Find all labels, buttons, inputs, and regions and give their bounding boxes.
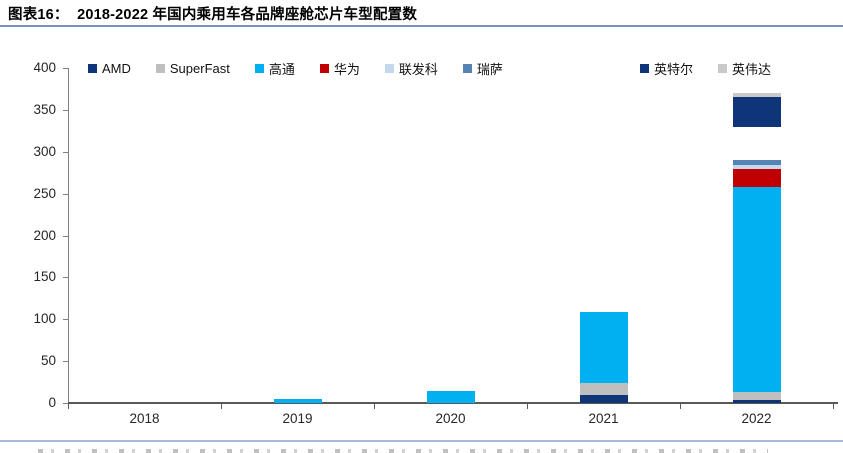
y-axis-tick-mark [63,152,68,153]
y-axis-line [68,68,69,403]
legend-item-高通: 高通 [254,59,295,78]
bar-segment-AMD [579,394,628,403]
legend-item-SuperFast: SuperFast [155,61,230,76]
x-axis-category-label: 2022 [741,411,772,426]
y-axis-tick-label: 150 [33,269,56,285]
bar-segment-高通 [732,186,781,393]
y-axis-tick-mark [63,110,68,111]
y-axis-tick-label: 100 [33,311,56,327]
x-axis-category-label: 2020 [435,411,466,426]
bar-segment-AMD [732,399,781,403]
legend-label: 高通 [268,62,295,77]
chart-legend: AMD SuperFast 高通 华为 联发科 瑞萨 英特尔 英伟达 [88,59,796,78]
x-axis-tick-mark [833,404,834,409]
legend-item-瑞萨: 瑞萨 [462,59,503,78]
y-axis-tick-label: 300 [33,143,56,159]
bar-segment-华为 [732,168,781,187]
footer-divider-line [0,440,843,442]
legend-swatch-icon [155,64,165,73]
legend-swatch-icon [254,64,264,73]
x-axis-category-label: 2018 [129,411,160,426]
stacked-bar-2022 [732,93,781,403]
legend-swatch-icon [639,64,649,73]
y-axis-tick-mark [63,403,68,404]
legend-label: 联发科 [398,62,438,77]
y-axis-tick-mark [63,277,68,278]
legend-swatch-icon [717,64,727,73]
y-axis-tick-mark [63,236,68,237]
x-axis-line [68,402,838,404]
x-axis-tick-mark [680,404,681,409]
bar-segment-英伟达 [732,93,781,98]
bar-segment-高通 [579,311,628,383]
legend-label: AMD [102,61,131,76]
bar-segment-高通 [273,398,322,403]
bar-segment-SuperFast [732,392,781,400]
bar-segment-瑞萨 [732,160,781,166]
stacked-bar-2020 [426,391,475,403]
title-divider-line [0,25,843,27]
y-axis-tick-label: 0 [48,395,56,410]
bar-segment-高通 [426,391,475,403]
x-axis-tick-mark [374,404,375,409]
y-axis-tick-mark [63,194,68,195]
figure-title: 图表16： 2018-2022 年国内乘用车各品牌座舱芯片车型配置数 [8,7,418,23]
x-axis-tick-mark [221,404,222,409]
legend-swatch-icon [88,64,97,73]
legend-label: 英伟达 [731,62,771,77]
y-axis-tick-label: 200 [33,227,56,243]
legend-label: 英特尔 [653,62,693,77]
y-axis-tick-label: 50 [40,353,56,369]
legend-label: SuperFast [169,61,230,76]
y-axis-tick-label: 400 [33,60,56,75]
x-axis-category-label: 2019 [282,411,313,426]
y-axis-tick-label: 350 [33,101,56,117]
stacked-bar-2021 [579,311,628,403]
clipped-source-text [38,449,768,453]
bar-segment-blank [732,126,781,161]
legend-item-英伟达: 英伟达 [717,59,771,78]
y-axis-tick-label: 250 [33,185,56,201]
y-axis-tick-mark [63,319,68,320]
y-axis-tick-mark [63,68,68,69]
y-axis-tick-mark [63,361,68,362]
legend-item-华为: 华为 [319,59,360,78]
x-axis-category-label: 2021 [588,411,619,426]
legend-swatch-icon [462,64,472,73]
legend-swatch-icon [384,64,394,73]
x-axis-tick-mark [68,404,69,409]
x-axis-tick-mark [527,404,528,409]
bar-segment-SuperFast [579,382,628,395]
legend-item-AMD: AMD [88,61,131,76]
legend-swatch-icon [319,64,329,73]
legend-item-英特尔: 英特尔 [639,59,693,78]
stacked-bar-2019 [273,398,322,403]
bar-segment-英特尔 [732,97,781,127]
legend-item-联发科: 联发科 [384,59,438,78]
legend-label: 瑞萨 [476,62,503,77]
bar-segment-联发科 [732,165,781,169]
legend-label: 华为 [333,62,360,77]
